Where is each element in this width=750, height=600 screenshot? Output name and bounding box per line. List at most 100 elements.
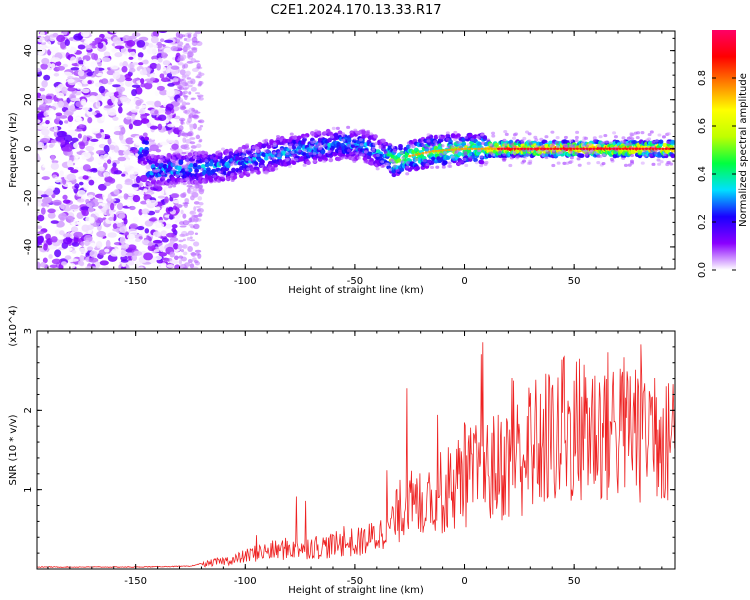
heatmap-cell [562, 147, 566, 150]
heatmap-cell [73, 142, 79, 149]
heatmap-cell [117, 149, 126, 156]
heatmap-cell [194, 249, 202, 253]
heatmap-cell [126, 48, 136, 52]
heatmap-cell [83, 39, 93, 44]
heatmap-cell [502, 138, 507, 142]
heatmap-cell [129, 173, 136, 180]
heatmap-cell [632, 139, 638, 145]
heatmap-cell [114, 45, 125, 50]
heatmap-cell [197, 196, 203, 201]
heatmap-cell [138, 104, 148, 109]
heatmap-cell [170, 65, 180, 70]
heatmap-cell [160, 77, 170, 83]
heatmap-cell [124, 181, 134, 186]
heatmap-cell [503, 142, 508, 147]
heatmap-cell [146, 80, 155, 84]
heatmap-cell [159, 89, 168, 96]
heatmap-cell [378, 144, 383, 148]
heatmap-cell [270, 167, 276, 172]
heatmap-cell [102, 191, 108, 200]
heatmap-cell [373, 134, 378, 139]
heatmap-cell [400, 156, 405, 160]
heatmap-cell [462, 157, 467, 162]
heatmap-cell [126, 116, 132, 120]
heatmap-cell [647, 137, 652, 141]
heatmap-cell [168, 185, 173, 189]
heatmap-cell [118, 106, 123, 114]
heatmap-cell [328, 131, 333, 135]
heatmap-cell [118, 249, 127, 258]
heatmap-cell [450, 155, 455, 159]
heatmap-cell [198, 80, 203, 86]
heatmap-cell [198, 119, 205, 124]
colorbar-tick-label: 0.2 [697, 214, 708, 230]
heatmap-cell [550, 130, 555, 134]
heatmap-cell [70, 169, 79, 174]
heatmap-cell [48, 254, 53, 259]
heatmap-cell [162, 60, 171, 66]
heatmap-cell [574, 151, 579, 155]
heatmap-cell [112, 223, 118, 229]
heatmap-cell [149, 125, 159, 130]
heatmap-cell [182, 238, 186, 242]
heatmap-cell [583, 153, 588, 157]
heatmap-cell [453, 130, 458, 135]
heatmap-cell [358, 138, 363, 142]
heatmap-cell [585, 147, 589, 150]
heatmap-cell [150, 35, 159, 44]
heatmap-cell [152, 263, 159, 269]
heatmap-cell [359, 143, 364, 147]
heatmap-cell [40, 63, 48, 70]
heatmap-cell [120, 266, 127, 269]
heatmap-cell [354, 130, 359, 134]
heatmap-cell [503, 130, 508, 134]
heatmap-cell [90, 138, 99, 143]
heatmap-cell [285, 151, 290, 155]
heatmap-cell [119, 226, 128, 234]
heatmap-cell [391, 172, 397, 178]
heatmap-cell [127, 211, 138, 217]
heatmap-cell [417, 152, 422, 156]
heatmap-cell [151, 177, 156, 181]
heatmap-cell [192, 266, 199, 269]
heatmap-cell [96, 230, 106, 238]
heatmap-cell [189, 236, 193, 240]
heatmap-cell [123, 159, 131, 166]
heatmap-cell [208, 177, 214, 183]
heatmap-cell [154, 162, 160, 167]
heatmap-cell [481, 141, 486, 145]
heatmap-cell [173, 255, 179, 261]
heatmap-cell [425, 162, 430, 167]
heatmap-cell [245, 157, 250, 161]
heatmap-cell [62, 233, 72, 238]
heatmap-cell [143, 82, 153, 90]
heatmap-cell [592, 136, 597, 140]
heatmap-cell [289, 132, 294, 136]
heatmap-cell [108, 263, 115, 269]
heatmap-cell [48, 144, 54, 148]
heatmap-cell [623, 163, 628, 167]
heatmap-cell [473, 157, 478, 163]
heatmap-cell [574, 135, 579, 140]
heatmap-cell [592, 139, 597, 143]
heatmap-cell [488, 142, 493, 147]
heatmap-cell [119, 62, 124, 67]
heatmap-cell [457, 147, 461, 151]
heatmap-cell [113, 189, 120, 195]
heatmap-cell [600, 141, 605, 145]
heatmap-cell [154, 255, 162, 261]
heatmap-cell [164, 223, 172, 229]
heatmap-cell [188, 91, 192, 95]
heatmap-cell [80, 31, 90, 38]
heatmap-cell [399, 151, 404, 155]
heatmap-cell [283, 143, 288, 147]
heatmap-cell [95, 113, 103, 118]
heatmap-cell [369, 161, 374, 166]
heatmap-cell [255, 149, 260, 153]
heatmap-cell [361, 130, 367, 136]
heatmap-cell [67, 167, 74, 171]
heatmap-cell [361, 128, 366, 132]
heatmap-cell [181, 245, 186, 248]
heatmap-cell [159, 73, 165, 79]
heatmap-cell [233, 150, 238, 154]
